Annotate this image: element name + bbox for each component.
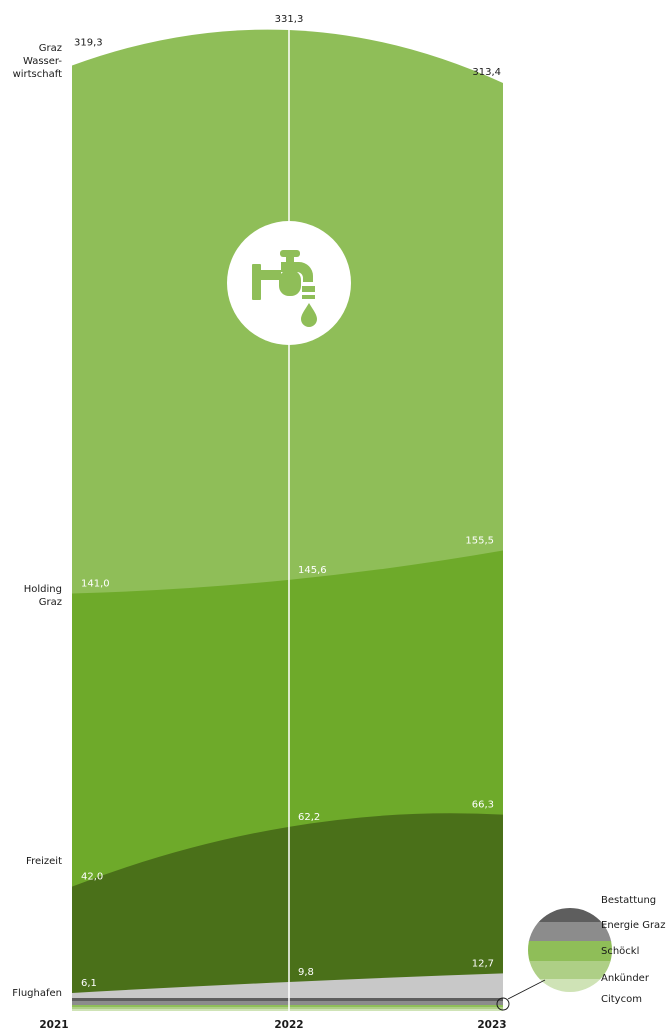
area-freizeit [72, 813, 503, 1011]
value-label: 9,8 [298, 967, 314, 978]
value-label: 66,3 [472, 800, 494, 811]
band-bestattung [72, 998, 503, 1001]
value-label: 62,2 [298, 812, 320, 823]
x-tick-label: 2021 [39, 1019, 68, 1031]
band-ankuender [72, 1007, 503, 1009]
value-label: 6,1 [81, 978, 97, 989]
legend-swatch [528, 979, 612, 992]
zoom-marker [496, 997, 510, 1011]
value-label: 155,5 [465, 536, 494, 547]
value-label: 331,3 [275, 14, 304, 25]
x-axis-labels: 2021 2022 2023 [39, 1019, 506, 1031]
band-schoeckl [72, 1005, 503, 1007]
category-labels: Graz Wasser-wirtschaft Holding Graz Freizeit… [12, 43, 62, 999]
legend-entry: Citycom [601, 994, 642, 1005]
value-label: 145,6 [298, 565, 327, 576]
legend-swatch [528, 941, 612, 962]
value-labels: 6,1 9,8 12,7 42,0 62,2 66,3 141,0 145,6 155,5 319… [74, 14, 501, 989]
area-layers [72, 29, 503, 1011]
category-label: Freizeit [26, 856, 62, 867]
legend-entry: Bestattung [601, 895, 656, 906]
category-label: Flughafen [12, 988, 62, 999]
legend-entry: Energie Graz [601, 920, 665, 931]
x-tick-label: 2023 [477, 1019, 506, 1031]
legend-swatch [528, 922, 612, 942]
legend-entry: Ankünder [601, 973, 650, 984]
value-label: 313,4 [472, 67, 501, 78]
legend: Bestattung Energie Graz Schöckl Ankünder Cit… [496, 895, 665, 1011]
category-label: Graz Wasser-wirtschaft [13, 43, 63, 80]
band-energie-graz [72, 1001, 503, 1005]
legend-entry: Schöckl [601, 946, 639, 957]
value-label: 319,3 [74, 38, 103, 49]
value-label: 42,0 [81, 872, 103, 883]
legend-swatch [528, 908, 612, 923]
legend-swatch [528, 961, 612, 980]
minor-series-bands [72, 998, 503, 1011]
band-citycom [72, 1009, 503, 1011]
category-label: Holding Graz [24, 584, 62, 608]
water-tap-icon [227, 221, 351, 345]
value-label: 12,7 [472, 958, 494, 969]
zoom-connector [507, 979, 546, 1000]
x-tick-label: 2022 [274, 1019, 303, 1031]
value-label: 141,0 [81, 578, 110, 589]
